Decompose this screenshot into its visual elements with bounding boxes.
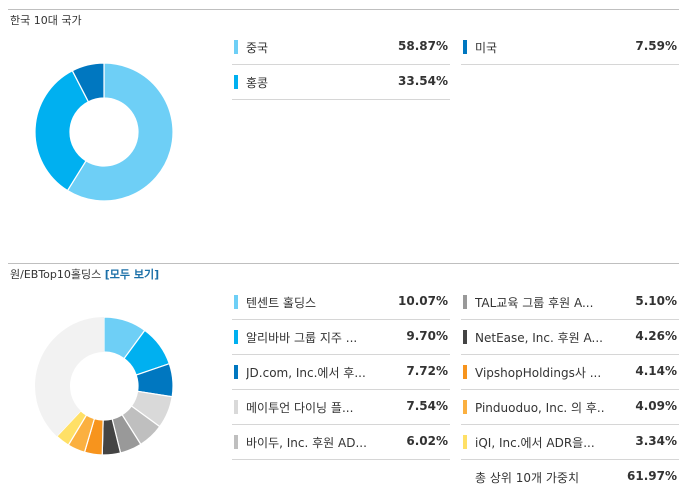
holding-legend-value: 4.26% — [635, 329, 677, 343]
holding-legend-swatch — [234, 400, 238, 414]
holding-legend-item: 텐센트 홀딩스 10.07% — [232, 285, 450, 320]
holding-legend-label: iQI, Inc.에서 ADR을... — [475, 436, 595, 450]
holding-legend-swatch — [234, 435, 238, 449]
country-legend-label: 미국 — [475, 41, 498, 55]
holding-legend-item: Pinduoduo, Inc. 의 후... 4.09% — [461, 390, 679, 425]
holdings-title-text: 원/EBTop10홀딩스 — [10, 268, 102, 281]
holding-legend-item: 알리바바 그룹 지주 ... 9.70% — [232, 320, 450, 355]
holding-legend-value: 10.07% — [398, 294, 448, 308]
country-slice-0 — [66, 62, 174, 202]
holding-legend-value: 4.14% — [635, 364, 677, 378]
countries-legend-left: 중국 58.87% 홍콩 33.54% — [232, 30, 450, 100]
holdings-legend-right: TAL교육 그룹 후원 A... 5.10% NetEase, Inc. 후원 A.… — [461, 285, 679, 495]
view-all-link[interactable]: [모두 보기] — [104, 268, 160, 281]
holding-legend-swatch — [463, 330, 467, 344]
holding-legend-label: 메이투언 다이닝 플... — [246, 401, 354, 415]
holdings-title: 원/EBTop10홀딩스 [모두 보기] — [10, 266, 159, 282]
country-legend-swatch — [234, 75, 238, 89]
holding-legend-item: 메이투언 다이닝 플... 7.54% — [232, 390, 450, 425]
holding-slice-remainder — [34, 317, 104, 437]
holding-legend-label: 알리바바 그룹 지주 ... — [246, 331, 358, 345]
holding-legend-label: NetEase, Inc. 후원 A... — [475, 331, 603, 345]
countries-donut-chart — [34, 62, 174, 202]
holding-legend-item: JD.com, Inc.에서 후... 7.72% — [232, 355, 450, 390]
holding-legend-value: 6.02% — [406, 434, 448, 448]
section-divider-middle — [8, 263, 679, 264]
holding-legend-swatch — [234, 330, 238, 344]
holding-legend-swatch — [463, 435, 467, 449]
holding-legend-value: 3.34% — [635, 434, 677, 448]
holding-legend-label: Pinduoduo, Inc. 의 후... — [475, 401, 605, 415]
country-legend-item: 미국 7.59% — [461, 30, 679, 65]
holding-legend-item: TAL교육 그룹 후원 A... 5.10% — [461, 285, 679, 320]
countries-title: 한국 10대 국가 — [10, 14, 82, 27]
country-slice-2 — [71, 62, 105, 103]
holding-legend-label: JD.com, Inc.에서 후... — [246, 366, 366, 380]
holdings-legend-left: 텐센트 홀딩스 10.07% 알리바바 그룹 지주 ... 9.70% JD.com, … — [232, 285, 450, 460]
holdings-donut-chart — [34, 316, 174, 456]
holding-legend-value: 9.70% — [406, 329, 448, 343]
holding-legend-label: TAL교육 그룹 후원 A... — [475, 296, 594, 310]
country-legend-swatch — [234, 40, 238, 54]
holding-legend-value: 4.09% — [635, 399, 677, 413]
holding-slice-9 — [55, 409, 88, 446]
country-legend-item: 중국 58.87% — [232, 30, 450, 65]
holding-legend-swatch — [463, 365, 467, 379]
country-legend-value: 7.59% — [635, 39, 677, 53]
holdings-total-value: 61.97% — [627, 469, 677, 483]
holding-legend-swatch — [463, 400, 467, 414]
holding-legend-swatch — [234, 295, 238, 309]
country-legend-swatch — [463, 40, 467, 54]
country-legend-label: 중국 — [246, 41, 269, 55]
holding-legend-item: VipshopHoldings사 ... 4.14% — [461, 355, 679, 390]
holding-legend-item: iQI, Inc.에서 ADR을... 3.34% — [461, 425, 679, 460]
section-divider-top — [8, 9, 679, 10]
holding-legend-swatch — [234, 365, 238, 379]
holding-legend-value: 5.10% — [635, 294, 677, 308]
holding-legend-label: VipshopHoldings사 ... — [475, 366, 602, 380]
country-legend-value: 58.87% — [398, 39, 448, 53]
holding-legend-value: 7.54% — [406, 399, 448, 413]
holding-legend-item: NetEase, Inc. 후원 A... 4.26% — [461, 320, 679, 355]
holding-legend-item: 바이두, Inc. 후원 AD... 6.02% — [232, 425, 450, 460]
holding-legend-value: 7.72% — [406, 364, 448, 378]
country-legend-item: 홍콩 33.54% — [232, 65, 450, 100]
holdings-total-label: 총 상위 10개 가중치 — [475, 471, 579, 485]
holding-legend-label: 바이두, Inc. 후원 AD... — [246, 436, 367, 450]
country-legend-label: 홍콩 — [246, 76, 269, 90]
holdings-total-row: 총 상위 10개 가중치 61.97% — [461, 460, 679, 495]
country-slice-1 — [34, 69, 90, 192]
holding-legend-label: 텐센트 홀딩스 — [246, 296, 317, 310]
country-legend-value: 33.54% — [398, 74, 448, 88]
countries-legend-right: 미국 7.59% — [461, 30, 679, 65]
holding-legend-swatch — [463, 295, 467, 309]
